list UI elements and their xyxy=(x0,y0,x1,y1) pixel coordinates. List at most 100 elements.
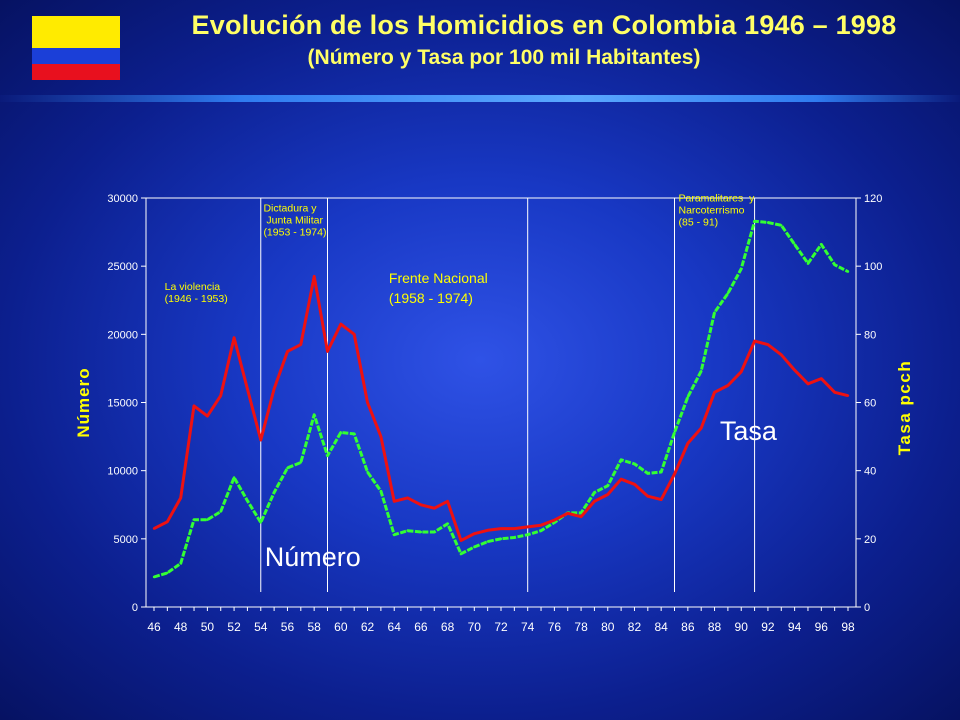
data-point-tasa xyxy=(299,343,303,346)
data-point-tasa xyxy=(206,414,209,418)
data-point-numero xyxy=(793,243,796,246)
right-y-tick-label: 40 xyxy=(864,466,876,478)
data-point-numero xyxy=(419,530,423,534)
colombia-flag xyxy=(32,16,120,80)
data-point-tasa xyxy=(833,391,836,394)
data-point-tasa xyxy=(473,532,476,535)
data-point-tasa xyxy=(513,527,516,530)
data-point-numero xyxy=(246,499,249,502)
x-tick-label: 56 xyxy=(281,620,295,634)
right-y-tick-label: 20 xyxy=(864,534,876,546)
x-tick-label: 70 xyxy=(468,620,482,634)
period-annotation-0: (1946 - 1953) xyxy=(165,293,228,305)
period-annotation-2: (1958 - 1974) xyxy=(389,290,473,306)
data-point-tasa xyxy=(766,343,770,346)
x-tick-label: 96 xyxy=(815,620,829,634)
right-axis-title: Tasa pcch xyxy=(895,360,914,455)
data-point-numero xyxy=(780,224,783,227)
data-point-tasa xyxy=(419,503,423,506)
x-tick-label: 82 xyxy=(628,620,642,634)
left-axis-title: Número xyxy=(74,367,93,437)
data-point-numero xyxy=(299,461,303,464)
left-y-tick-label: 30000 xyxy=(107,193,138,205)
data-point-tasa xyxy=(152,527,156,530)
data-point-numero xyxy=(352,432,356,436)
right-y-tick-label: 120 xyxy=(864,193,882,205)
flag-blue-stripe xyxy=(32,48,120,64)
x-tick-label: 86 xyxy=(681,620,695,634)
period-annotation-0: La violencia xyxy=(165,281,221,293)
data-point-numero xyxy=(406,529,409,532)
data-point-numero xyxy=(206,518,209,521)
data-point-tasa xyxy=(806,382,810,385)
data-point-tasa xyxy=(673,472,676,476)
data-point-numero xyxy=(433,530,436,534)
data-point-tasa xyxy=(646,495,650,498)
data-point-tasa xyxy=(606,493,609,496)
data-point-numero xyxy=(486,540,489,543)
data-point-tasa xyxy=(526,525,529,529)
left-y-tick-label: 0 xyxy=(132,602,138,614)
x-tick-label: 74 xyxy=(521,620,535,634)
data-point-numero xyxy=(633,462,636,466)
data-point-numero xyxy=(526,533,529,536)
left-y-tick-label: 10000 xyxy=(107,466,138,478)
data-point-numero xyxy=(619,458,623,461)
left-y-tick-label: 15000 xyxy=(107,398,138,410)
x-tick-label: 66 xyxy=(414,620,428,634)
data-point-tasa xyxy=(406,496,409,500)
data-point-tasa xyxy=(699,426,703,430)
data-point-tasa xyxy=(486,529,489,532)
data-point-numero xyxy=(579,511,583,515)
data-point-tasa xyxy=(593,500,596,503)
period-annotation-3: (85 - 91) xyxy=(679,216,719,228)
data-point-tasa xyxy=(740,370,743,374)
x-tick-label: 92 xyxy=(761,620,775,634)
data-point-numero xyxy=(606,484,609,487)
data-point-numero xyxy=(219,510,222,513)
right-y-tick-label: 80 xyxy=(864,329,876,341)
left-y-tick-label: 25000 xyxy=(107,261,138,273)
period-annotation-1: Junta Militar xyxy=(263,215,323,227)
data-point-tasa xyxy=(793,368,796,372)
x-tick-label: 64 xyxy=(388,620,402,634)
x-tick-label: 90 xyxy=(735,620,749,634)
data-point-tasa xyxy=(339,322,343,326)
chart-title: Evolución de los Homicidios en Colombia … xyxy=(191,10,897,40)
data-point-numero xyxy=(312,413,316,416)
right-y-tick-label: 0 xyxy=(864,602,870,614)
data-point-tasa xyxy=(259,438,262,442)
data-point-tasa xyxy=(726,384,730,387)
data-point-tasa xyxy=(553,518,556,522)
data-point-numero xyxy=(699,369,703,373)
x-tick-label: 88 xyxy=(708,620,722,634)
data-point-tasa xyxy=(219,394,222,397)
data-point-numero xyxy=(339,431,343,434)
data-point-tasa xyxy=(820,377,823,380)
series-label-tasa: Tasa xyxy=(720,416,778,446)
data-point-numero xyxy=(726,292,730,295)
x-tick-label: 60 xyxy=(334,620,348,634)
data-point-numero xyxy=(379,489,383,493)
data-point-numero xyxy=(393,533,396,536)
data-point-numero xyxy=(192,518,196,521)
data-point-numero xyxy=(366,470,369,474)
data-point-tasa xyxy=(312,275,316,278)
x-tick-label: 48 xyxy=(174,620,188,634)
x-tick-label: 76 xyxy=(548,620,562,634)
data-point-tasa xyxy=(326,350,329,353)
data-point-tasa xyxy=(166,520,169,523)
data-point-numero xyxy=(499,537,503,541)
header-divider-bar xyxy=(0,95,960,102)
data-point-tasa xyxy=(566,512,569,515)
period-annotation-3: Narcoterrismo xyxy=(679,204,745,216)
data-point-tasa xyxy=(366,401,369,404)
period-annotation-1: (1953 - 1974) xyxy=(263,227,326,239)
data-point-numero xyxy=(446,522,449,526)
data-point-tasa xyxy=(579,515,583,518)
data-point-numero xyxy=(166,571,169,575)
x-tick-label: 58 xyxy=(307,620,321,634)
data-point-numero xyxy=(179,562,182,565)
data-point-numero xyxy=(326,454,329,457)
